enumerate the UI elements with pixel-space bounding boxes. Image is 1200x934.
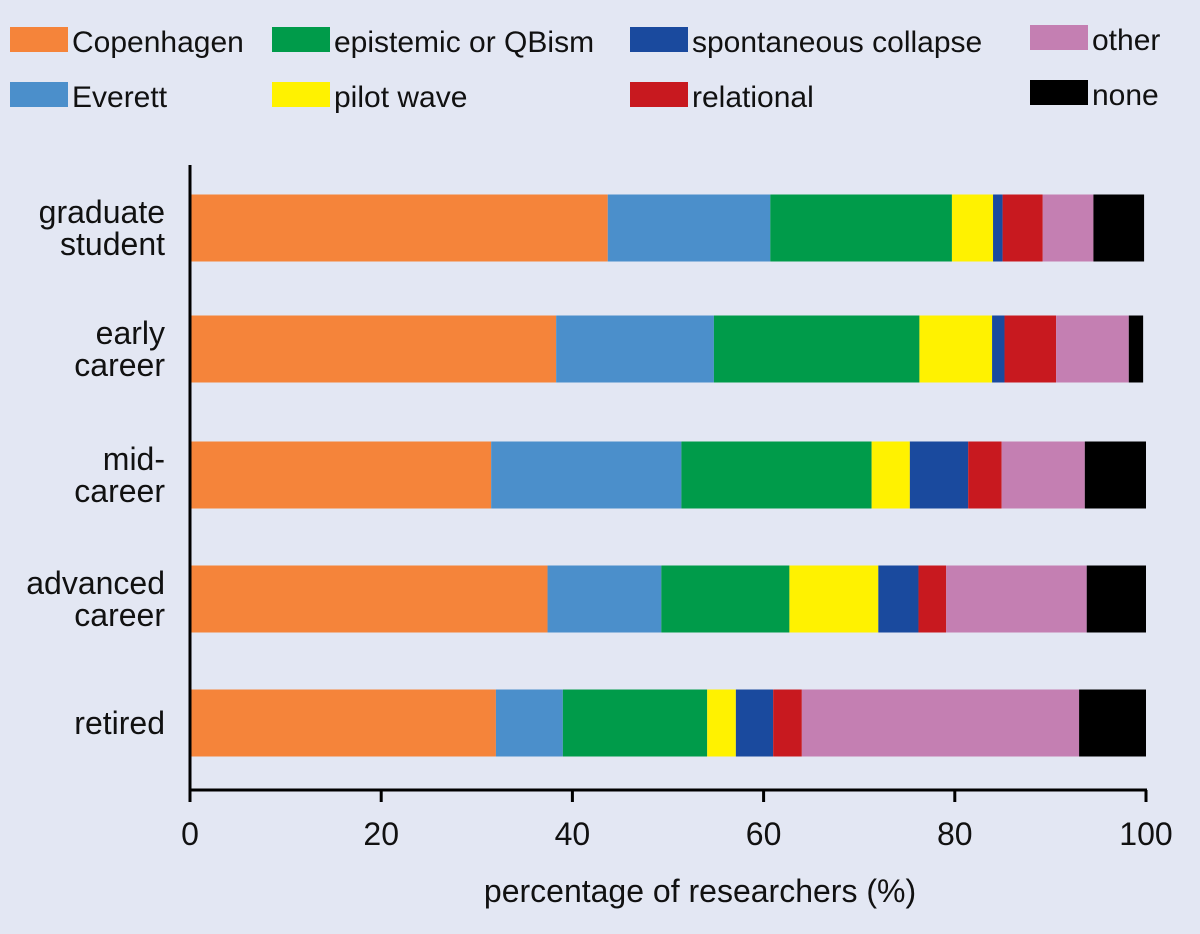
y-tick-label: graduate <box>39 194 165 230</box>
bar-segment-copenhagen <box>190 441 492 509</box>
x-tick-label: 40 <box>555 816 591 852</box>
bar-segment-copenhagen <box>190 315 557 383</box>
bar-segment-relational <box>1004 315 1057 383</box>
legend-label: spontaneous collapse <box>692 26 982 59</box>
bar-segment-none <box>1084 441 1146 509</box>
bar-segment-spontaneous-collapse <box>992 315 1005 383</box>
legend-swatch <box>630 82 688 107</box>
legend-item: Everett <box>10 81 168 114</box>
bar-segment-everett <box>491 441 682 509</box>
legend-swatch <box>1030 25 1088 50</box>
legend-label: Everett <box>72 81 168 114</box>
bar-segment-everett <box>607 194 771 262</box>
bar-segment-pilot-wave <box>951 194 994 262</box>
y-tick-label: career <box>74 473 165 509</box>
legend-label: epistemic or QBism <box>334 26 594 59</box>
y-tick-label: advanced <box>26 565 165 601</box>
bar-segment-other <box>1042 194 1094 262</box>
x-tick-label: 100 <box>1119 816 1172 852</box>
bar-segment-relational <box>918 565 947 633</box>
bar-segment-pilot-wave <box>789 565 879 633</box>
bar-segment-relational <box>1002 194 1043 262</box>
y-tick-label: mid- <box>103 441 165 477</box>
bar-segment-epistemic-or-qbism <box>681 441 872 509</box>
legend-swatch <box>10 82 68 107</box>
legend-swatch <box>272 82 330 107</box>
legend-label: pilot wave <box>334 81 467 114</box>
legend-label: Copenhagen <box>72 26 244 59</box>
bar-segment-other <box>1056 315 1129 383</box>
y-tick-label: retired <box>74 705 165 741</box>
bar-segment-pilot-wave <box>919 315 993 383</box>
legend-swatch <box>630 27 688 52</box>
bar-segment-spontaneous-collapse <box>878 565 919 633</box>
legend-item: other <box>1030 24 1160 57</box>
bar-segment-spontaneous-collapse <box>735 689 774 757</box>
legend-label: none <box>1092 79 1159 112</box>
x-axis-label: percentage of researchers (%) <box>484 873 916 909</box>
legend-swatch <box>1030 80 1088 105</box>
legend-swatch <box>10 27 68 52</box>
legend-item: pilot wave <box>272 81 467 114</box>
y-tick-label: career <box>74 347 165 383</box>
legend-label: other <box>1092 24 1160 57</box>
bar-segment-none <box>1079 689 1146 757</box>
bar-segment-none <box>1086 565 1146 633</box>
legend-item: epistemic or QBism <box>272 26 594 59</box>
bar-segment-none <box>1093 194 1145 262</box>
x-tick-label: 20 <box>363 816 399 852</box>
bar-segment-copenhagen <box>190 689 496 757</box>
bar-segment-none <box>1128 315 1144 383</box>
legend-item: relational <box>630 81 814 114</box>
bar-segment-relational <box>773 689 802 757</box>
y-tick-label: student <box>60 226 165 262</box>
y-tick-label: early <box>96 315 165 351</box>
bar-segment-copenhagen <box>190 565 548 633</box>
bar-segment-pilot-wave <box>707 689 736 757</box>
legend: Copenhagen Everett epistemic or QBism pilot… <box>10 24 1160 114</box>
legend-item: none <box>1030 79 1159 112</box>
bars: graduatestudentearlycareermid-careeradva… <box>26 194 1146 757</box>
bar-segment-copenhagen <box>190 194 608 262</box>
legend-item: Copenhagen <box>10 26 244 59</box>
bar-segment-epistemic-or-qbism <box>713 315 920 383</box>
bar-segment-relational <box>968 441 1002 509</box>
legend-swatch <box>272 27 330 52</box>
bar-segment-everett <box>547 565 662 633</box>
x-tick-label: 60 <box>746 816 782 852</box>
bar-segment-spontaneous-collapse <box>993 194 1003 262</box>
x-tick-label: 0 <box>181 816 199 852</box>
bar-segment-epistemic-or-qbism <box>661 565 790 633</box>
axes: 0 20 40 60 80 100 <box>181 165 1173 852</box>
x-tick-label: 80 <box>937 816 973 852</box>
bar-segment-other <box>1001 441 1085 509</box>
bar-segment-other <box>801 689 1080 757</box>
legend-label: relational <box>692 81 814 114</box>
bar-segment-pilot-wave <box>871 441 910 509</box>
bar-segment-epistemic-or-qbism <box>562 689 708 757</box>
legend-item: spontaneous collapse <box>630 26 982 59</box>
bar-segment-everett <box>495 689 563 757</box>
bar-segment-other <box>946 565 1087 633</box>
bar-segment-spontaneous-collapse <box>909 441 969 509</box>
bar-segment-epistemic-or-qbism <box>770 194 952 262</box>
bar-segment-everett <box>556 315 714 383</box>
y-tick-label: career <box>74 597 165 633</box>
